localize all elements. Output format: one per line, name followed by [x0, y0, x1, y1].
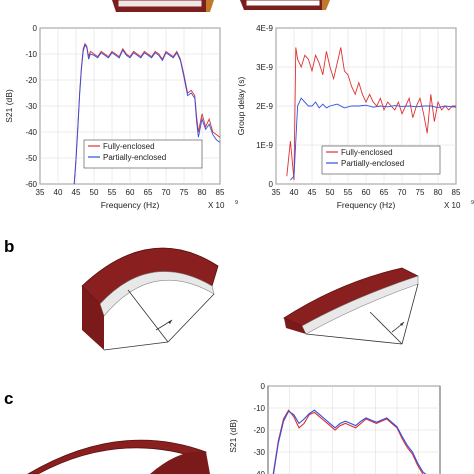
y-axis-label: Group delay (s) [236, 77, 246, 136]
bent-strip-fully-enclosed [81, 247, 219, 351]
group-delay-chart: 35 40 45 50 55 60 65 70 75 80 85 4E-9 3E-9 2E-9 1E-9 0 F… [236, 24, 474, 210]
x-axis-multiplier: X 10 [208, 201, 225, 210]
series-line-blue [73, 43, 220, 184]
y-tick-label: 0 [269, 180, 274, 189]
x-tick-label: 45 [308, 188, 317, 197]
s21-chart-panel-c: 0 -10 -20 -30 -40 S21 (dB) [228, 382, 441, 474]
x-axis-label: Frequency (Hz) [101, 200, 160, 210]
s21-chart: 35 40 45 50 55 60 65 70 75 80 85 0 -10 -20 -30 -40 -50 -6… [4, 24, 238, 210]
y-tick-label: -40 [253, 470, 265, 474]
y-tick-label: -40 [25, 128, 37, 137]
y-tick-label: -50 [25, 154, 37, 163]
y-tick-label: -10 [253, 404, 265, 413]
y-tick-label: 1E-9 [256, 141, 273, 150]
y-tick-label: -20 [253, 426, 265, 435]
x-tick-label: 40 [54, 188, 63, 197]
legend-entry: Partially-enclosed [103, 153, 166, 162]
x-axis-multiplier: X 10 [444, 201, 461, 210]
x-tick-label: 75 [416, 188, 425, 197]
x-tick-label: 85 [216, 188, 225, 197]
legend-entry: Fully-enclosed [341, 148, 393, 157]
y-tick-label: -30 [253, 448, 265, 457]
x-tick-label: 70 [162, 188, 171, 197]
y-tick-label: 3E-9 [256, 63, 273, 72]
y-tick-label: -10 [25, 50, 37, 59]
y-tick-label: -60 [25, 180, 37, 189]
x-axis-label: Frequency (Hz) [337, 200, 396, 210]
y-tick-label: 0 [261, 382, 266, 391]
legend-entry: Fully-enclosed [103, 142, 155, 151]
legend-entry: Partially-enclosed [341, 159, 404, 168]
x-tick-label: 55 [108, 188, 117, 197]
x-tick-label: 35 [272, 188, 281, 197]
series-line-red [286, 47, 456, 181]
x-tick-label: 60 [126, 188, 135, 197]
x-tick-label: 75 [180, 188, 189, 197]
y-tick-label: 2E-9 [256, 102, 273, 111]
panel-label-c: c [4, 389, 13, 408]
y-tick-label: 4E-9 [256, 24, 273, 33]
x-tick-label: 45 [72, 188, 81, 197]
y-axis-label: S21 (dB) [4, 89, 14, 123]
x-tick-label: 50 [326, 188, 335, 197]
y-tick-label: -20 [25, 76, 37, 85]
x-tick-label: 65 [380, 188, 389, 197]
x-tick-label: 55 [344, 188, 353, 197]
x-tick-label: 70 [398, 188, 407, 197]
x-tick-label: 65 [144, 188, 153, 197]
bent-strip-partially-enclosed [283, 267, 420, 345]
y-tick-label: -30 [25, 102, 37, 111]
x-axis-multiplier-exponent: 9 [235, 200, 238, 206]
top-device-illustration-right [240, 0, 330, 10]
x-tick-label: 40 [290, 188, 299, 197]
series-line-red [272, 409, 424, 474]
panel-label-b: b [4, 237, 14, 256]
top-device-illustration-left [112, 0, 214, 12]
x-tick-label: 35 [36, 188, 45, 197]
legend-box [83, 139, 203, 169]
bent-ring-illustration [27, 439, 210, 474]
y-axis-label: S21 (dB) [228, 419, 238, 453]
x-tick-label: 80 [198, 188, 207, 197]
x-tick-label: 80 [434, 188, 443, 197]
y-tick-label: 0 [33, 24, 38, 33]
x-tick-label: 50 [90, 188, 99, 197]
x-tick-label: 60 [362, 188, 371, 197]
x-tick-label: 85 [452, 188, 461, 197]
legend-box [321, 145, 441, 175]
series-line-blue [290, 97, 456, 181]
x-axis-multiplier-exponent: 9 [471, 200, 474, 206]
series-line-blue [272, 409, 427, 474]
